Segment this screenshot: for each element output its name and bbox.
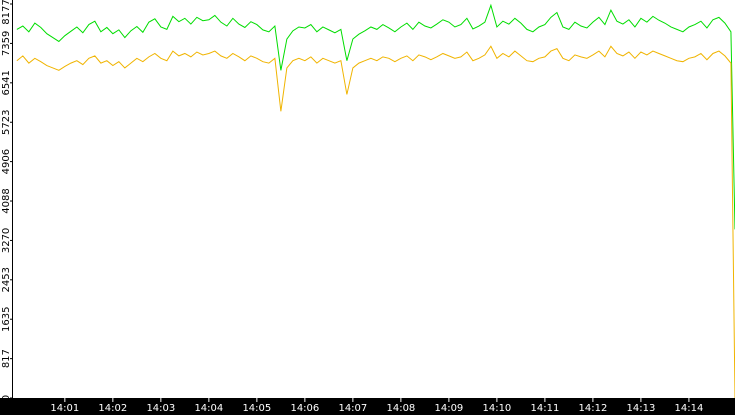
y-tick-label: 4906 xyxy=(1,149,12,174)
y-tick-label: 5723 xyxy=(1,110,12,135)
x-tick-label: 14:06 xyxy=(290,403,319,414)
x-tick-label: 14:13 xyxy=(626,403,655,414)
series-line xyxy=(16,45,735,399)
y-tick-label: 7359 xyxy=(1,31,12,56)
y-tick-label: 0 xyxy=(1,395,12,401)
x-tick-label: 14:08 xyxy=(386,403,415,414)
x-tick-label: 14:02 xyxy=(98,403,127,414)
x-axis-band xyxy=(0,398,735,415)
y-tick-label: 1635 xyxy=(1,306,12,331)
x-tick-label: 14:14 xyxy=(675,403,704,414)
y-tick-label: 2453 xyxy=(1,267,12,292)
x-tick-label: 14:11 xyxy=(530,403,559,414)
x-tick-label: 14:01 xyxy=(50,403,79,414)
x-tick-label: 14:10 xyxy=(482,403,511,414)
y-tick-label: 6541 xyxy=(1,70,12,95)
x-tick-label: 14:12 xyxy=(578,403,607,414)
x-tick-label: 14:05 xyxy=(242,403,271,414)
x-tick-label: 14:03 xyxy=(146,403,175,414)
y-tick-label: 817 xyxy=(1,349,12,368)
y-tick-label: 8177 xyxy=(1,0,12,25)
x-tick-label: 14:04 xyxy=(194,403,223,414)
series-line xyxy=(16,3,735,230)
x-tick-label: 14:07 xyxy=(338,403,367,414)
x-tick-label: 14:09 xyxy=(434,403,463,414)
y-tick-label: 3270 xyxy=(1,228,12,253)
y-tick-label: 4088 xyxy=(1,188,12,213)
